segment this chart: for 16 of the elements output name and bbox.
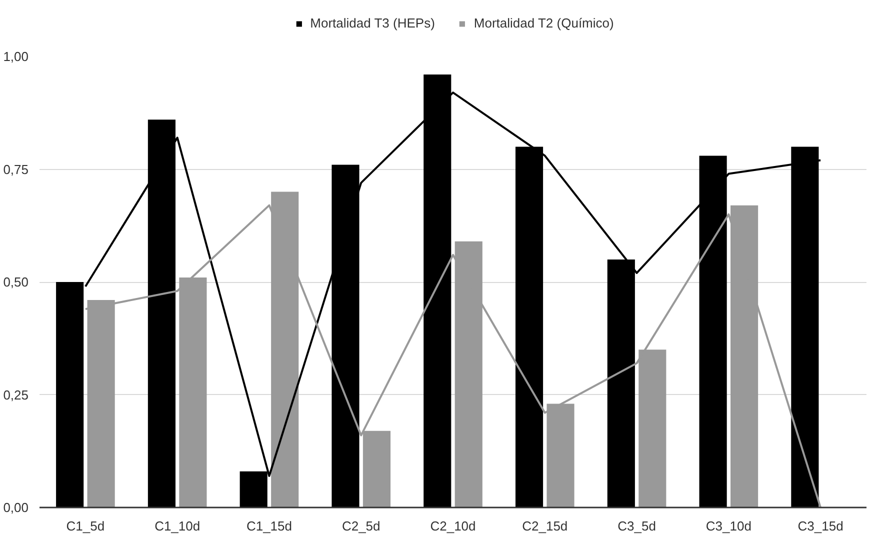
x-tick-label: C3_15d bbox=[798, 518, 844, 534]
legend-label: Mortalidad T3 (HEPs) bbox=[310, 16, 435, 30]
x-tick-label: C2_10d bbox=[430, 518, 476, 534]
x-tick-label: C2_15d bbox=[522, 518, 568, 534]
x-tick-label: C1_10d bbox=[154, 518, 200, 534]
y-tick-label: 0,75 bbox=[3, 162, 29, 177]
legend-label: Mortalidad T2 (Químico) bbox=[474, 16, 614, 30]
y-tick-label: 0,25 bbox=[3, 387, 29, 402]
x-tick-label: C2_5d bbox=[342, 518, 380, 534]
x-tick-label: C1_15d bbox=[246, 518, 292, 534]
y-tick-label: 0,00 bbox=[3, 500, 29, 515]
x-tick-label: C3_10d bbox=[706, 518, 752, 534]
x-tick-label: C1_5d bbox=[66, 518, 105, 534]
y-tick-label: 0,50 bbox=[3, 274, 29, 290]
y-tick-label: 1,00 bbox=[3, 49, 29, 64]
x-tick-label: C3_5d bbox=[618, 518, 656, 534]
